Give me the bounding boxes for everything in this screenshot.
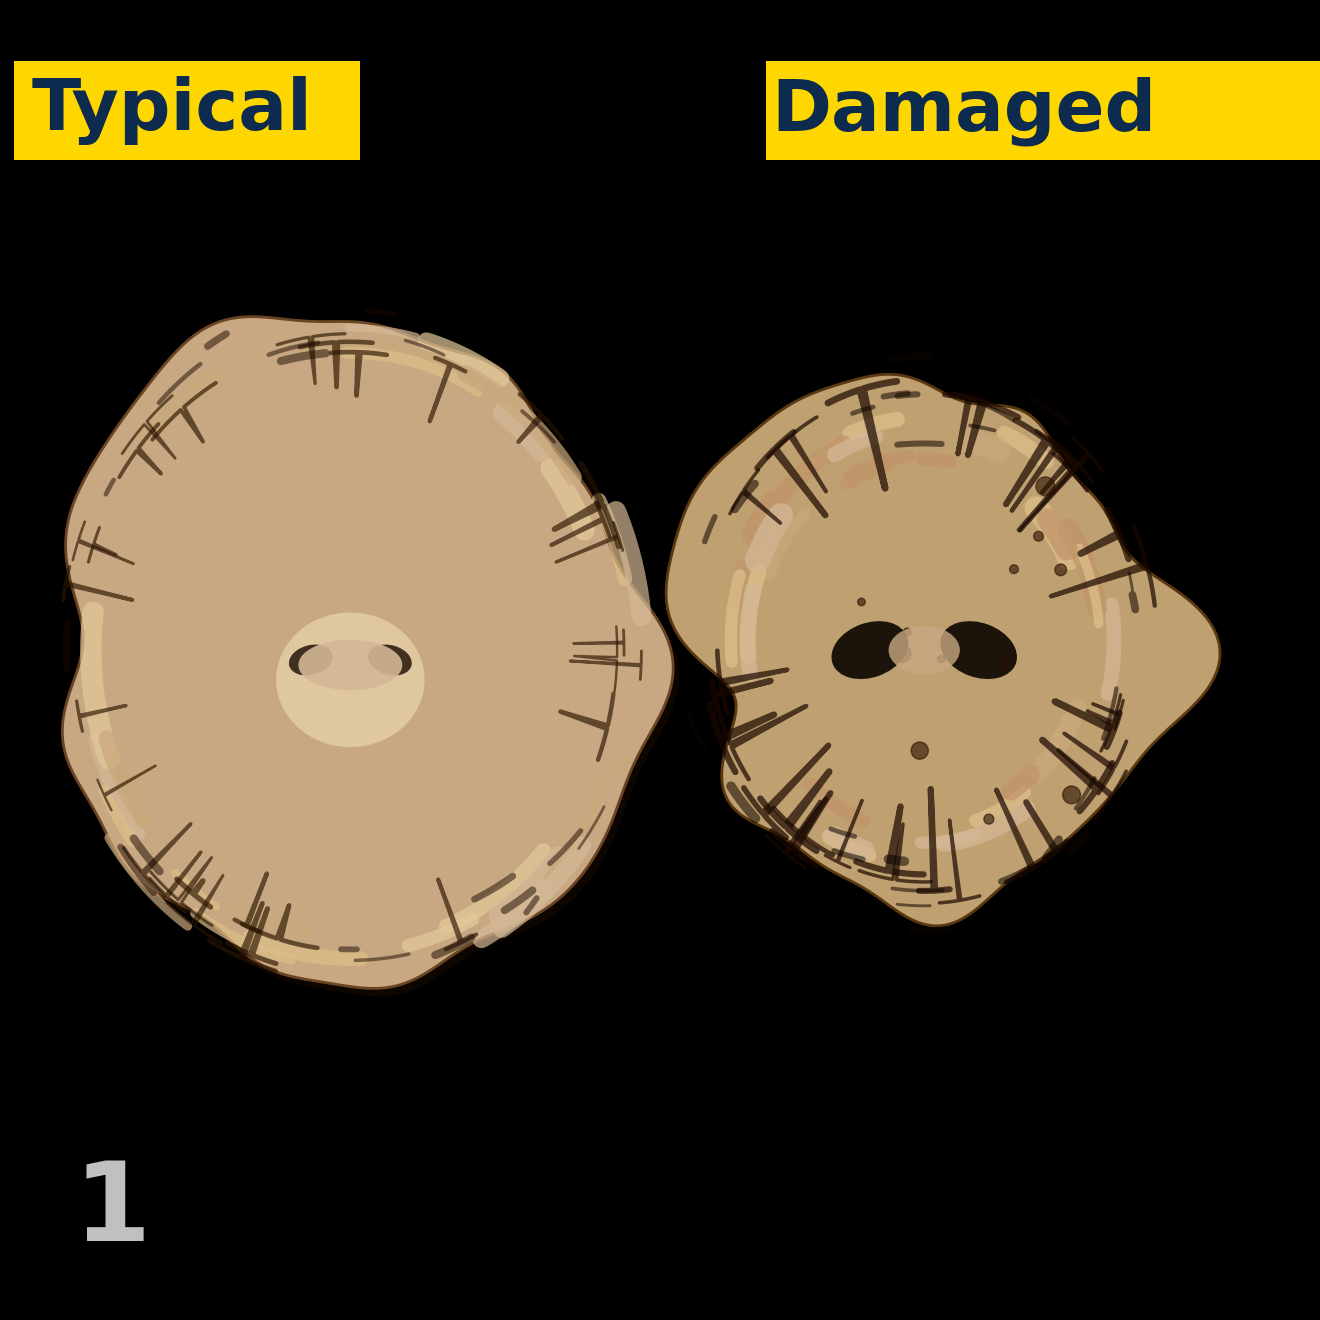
Circle shape bbox=[937, 655, 945, 663]
Text: Typical: Typical bbox=[32, 77, 313, 145]
Circle shape bbox=[983, 814, 994, 824]
Ellipse shape bbox=[888, 626, 960, 675]
Bar bbox=[0, 62, 360, 160]
Ellipse shape bbox=[276, 612, 425, 747]
Circle shape bbox=[1010, 565, 1019, 574]
Ellipse shape bbox=[940, 622, 1016, 678]
Text: Damaged: Damaged bbox=[771, 77, 1156, 145]
Circle shape bbox=[1002, 660, 1010, 668]
Circle shape bbox=[1063, 785, 1081, 804]
Ellipse shape bbox=[289, 644, 333, 676]
Ellipse shape bbox=[832, 622, 908, 678]
Ellipse shape bbox=[368, 644, 412, 676]
Text: 1: 1 bbox=[74, 1156, 150, 1263]
Circle shape bbox=[903, 628, 911, 635]
Circle shape bbox=[1034, 532, 1044, 541]
Bar bbox=[766, 62, 1320, 160]
Ellipse shape bbox=[298, 640, 403, 690]
Polygon shape bbox=[667, 375, 1220, 925]
Circle shape bbox=[858, 598, 866, 606]
Circle shape bbox=[1036, 477, 1055, 496]
Circle shape bbox=[1055, 564, 1067, 576]
Circle shape bbox=[894, 644, 911, 663]
Polygon shape bbox=[62, 317, 673, 989]
Circle shape bbox=[911, 742, 928, 759]
Polygon shape bbox=[69, 325, 678, 997]
